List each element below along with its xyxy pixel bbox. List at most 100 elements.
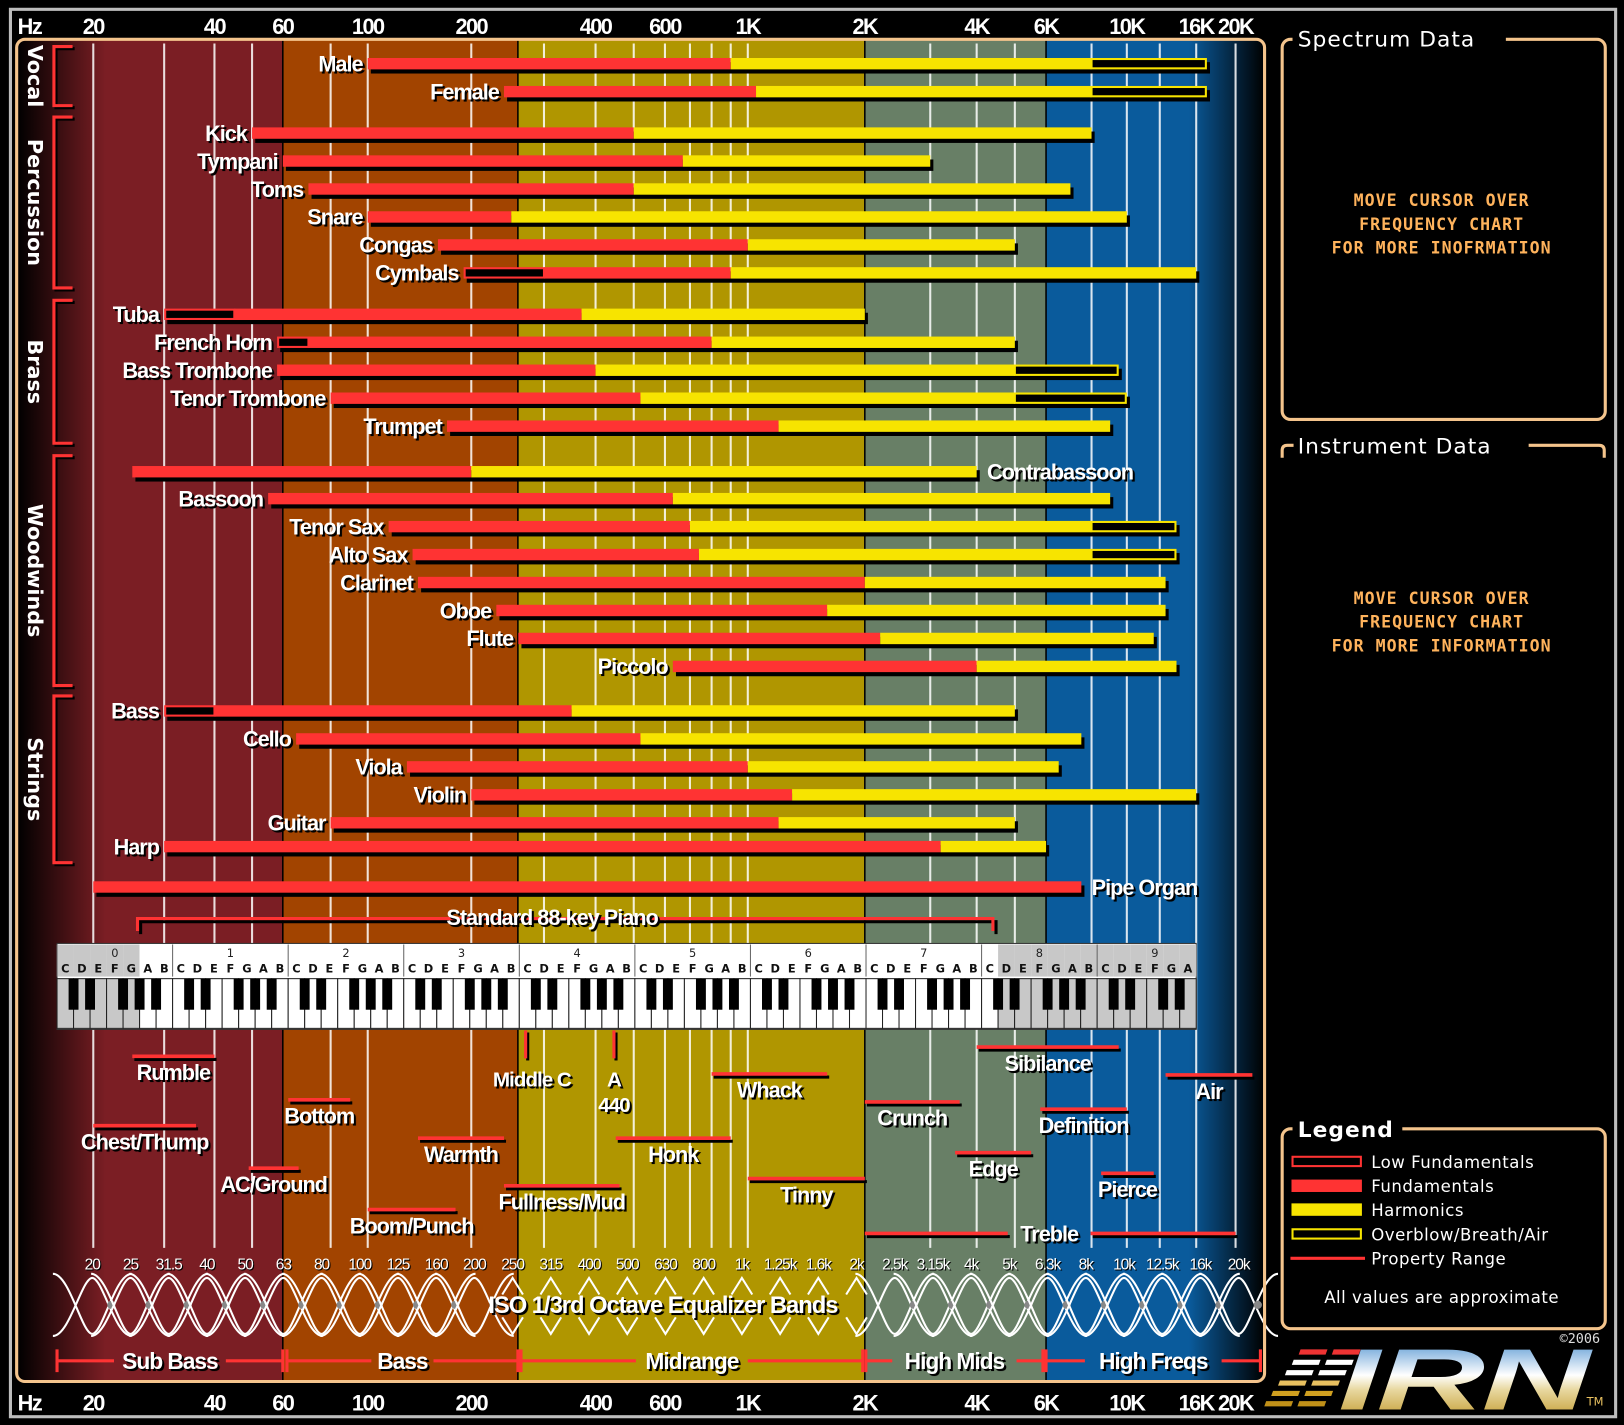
instrument-bar-tuba: Tuba [113, 302, 868, 327]
piano-black-key[interactable] [662, 978, 673, 1010]
piano-black-key[interactable] [993, 978, 1004, 1010]
piano-black-key[interactable] [712, 978, 723, 1010]
piano-black-key[interactable] [728, 978, 739, 1010]
piano-note-letter: B [853, 961, 862, 975]
instrument-label: Female [430, 79, 500, 104]
piano-black-key[interactable] [250, 978, 261, 1010]
harmonics-segment [711, 336, 1015, 348]
piano-black-key[interactable] [960, 978, 971, 1010]
piano-black-key[interactable] [828, 978, 838, 1010]
chart-frame [15, 37, 1267, 1384]
piano-black-key[interactable] [943, 978, 954, 1010]
eq-band-curve [52, 1272, 132, 1337]
piano-black-key[interactable] [151, 978, 162, 1010]
piano-header-cell [238, 944, 256, 977]
piano-black-key[interactable] [613, 978, 624, 1010]
instrument-bar-bass: Bass [111, 699, 1018, 724]
category-bracket [52, 454, 73, 688]
region-label: Bass [377, 1348, 428, 1374]
piano-note-letter: C [177, 961, 185, 975]
legend-label: Low Fundamentals [1371, 1153, 1534, 1172]
harmonics-segment [747, 761, 1059, 773]
piano-black-key[interactable] [580, 978, 591, 1010]
harmonics-segment [792, 789, 1197, 801]
piano-black-key[interactable] [365, 978, 376, 1010]
piano-black-key[interactable] [1059, 978, 1070, 1010]
piano-black-key[interactable] [68, 978, 79, 1010]
axis-tick-label: 10K [1109, 1391, 1146, 1416]
piano-black-key[interactable] [431, 978, 442, 1010]
instrument-label: Kick [205, 121, 249, 146]
piano-header-cell [601, 944, 619, 977]
eq-band-label: 500 [616, 1257, 640, 1274]
piano-note-letter: D [424, 961, 433, 975]
piano-black-key[interactable] [894, 978, 904, 1010]
piano-black-key[interactable] [382, 978, 393, 1010]
piano-note-letter: E [94, 961, 102, 975]
instrument-bar-viola: Viola [355, 755, 1062, 780]
region-range-line [55, 1349, 285, 1373]
piano-black-key[interactable] [497, 978, 508, 1010]
piano-black-key[interactable] [530, 978, 541, 1010]
piano-black-key[interactable] [481, 978, 492, 1010]
piano-black-key[interactable] [1075, 978, 1086, 1010]
piano-black-key[interactable] [1108, 978, 1119, 1010]
eq-band-label: 80 [314, 1257, 331, 1274]
piano-black-key[interactable] [1174, 978, 1185, 1010]
instrument-bar-tenor-trombone: Tenor Trombone [170, 386, 1130, 411]
piano-black-key[interactable] [415, 978, 426, 1010]
property-fullness-mud: Fullness/Mud [499, 1183, 626, 1215]
harmonics-segment [581, 308, 865, 321]
piano-note-letter: E [672, 961, 680, 975]
piano-black-key[interactable] [233, 978, 244, 1010]
piano-note-letter: E [326, 961, 334, 975]
piano-black-key[interactable] [464, 978, 475, 1010]
piano-header-cell [337, 944, 355, 977]
piano-black-key[interactable] [1158, 978, 1169, 1010]
piano-octave-number: 9 [1151, 946, 1158, 960]
piano-black-key[interactable] [844, 978, 855, 1010]
spectrum-panel-title: Spectrum Data [1298, 28, 1476, 53]
eq-band-label: 8k [1079, 1257, 1095, 1274]
piano-black-key[interactable] [1009, 978, 1020, 1010]
piano-black-key[interactable] [1042, 978, 1053, 1010]
instrument-label: Violin [414, 783, 467, 808]
instrument-label: Oboe [440, 598, 492, 623]
overblow-segment [1013, 364, 1119, 376]
piano-black-key[interactable] [762, 978, 772, 1010]
fundamentals-segment [367, 211, 512, 223]
piano-octave-number: 2 [342, 946, 349, 960]
property-treble: Treble [864, 1222, 1238, 1247]
piano-black-key[interactable] [184, 978, 195, 1010]
piano-black-key[interactable] [118, 978, 129, 1010]
piano-black-key[interactable] [811, 978, 822, 1010]
piano-black-key[interactable] [596, 978, 607, 1010]
harmonics-segment [756, 85, 1092, 98]
piano-black-key[interactable] [877, 978, 888, 1010]
piano-black-key[interactable] [299, 978, 310, 1010]
piano-black-key[interactable] [85, 978, 96, 1010]
fundamentals-segment [417, 576, 865, 589]
piano-black-key[interactable] [134, 978, 145, 1010]
piano-note-letter: G [820, 961, 829, 975]
piano-black-key[interactable] [646, 978, 657, 1010]
irn-logo[interactable]: IRN ©2006 TM [1264, 1331, 1603, 1425]
legend-label: Overblow/Breath/Air [1371, 1226, 1548, 1245]
piano-black-key[interactable] [778, 978, 789, 1010]
eq-band-curve [616, 1275, 639, 1336]
piano-header-cell [1163, 944, 1180, 977]
eq-band-label: 630 [654, 1257, 678, 1274]
piano-black-key[interactable] [927, 978, 938, 1010]
piano-black-key[interactable] [1125, 978, 1136, 1010]
property-label: Edge [969, 1156, 1019, 1181]
piano-black-key[interactable] [316, 978, 327, 1010]
piano-black-key[interactable] [266, 978, 277, 1010]
piano-black-key[interactable] [547, 978, 558, 1010]
piano-black-key[interactable] [695, 978, 706, 1010]
piano-black-key[interactable] [349, 978, 360, 1010]
piano-header-cell [750, 944, 767, 977]
piano-black-key[interactable] [200, 978, 211, 1010]
region-label: High Mids [905, 1348, 1005, 1374]
axis-tick-label: 1K [735, 1391, 762, 1416]
